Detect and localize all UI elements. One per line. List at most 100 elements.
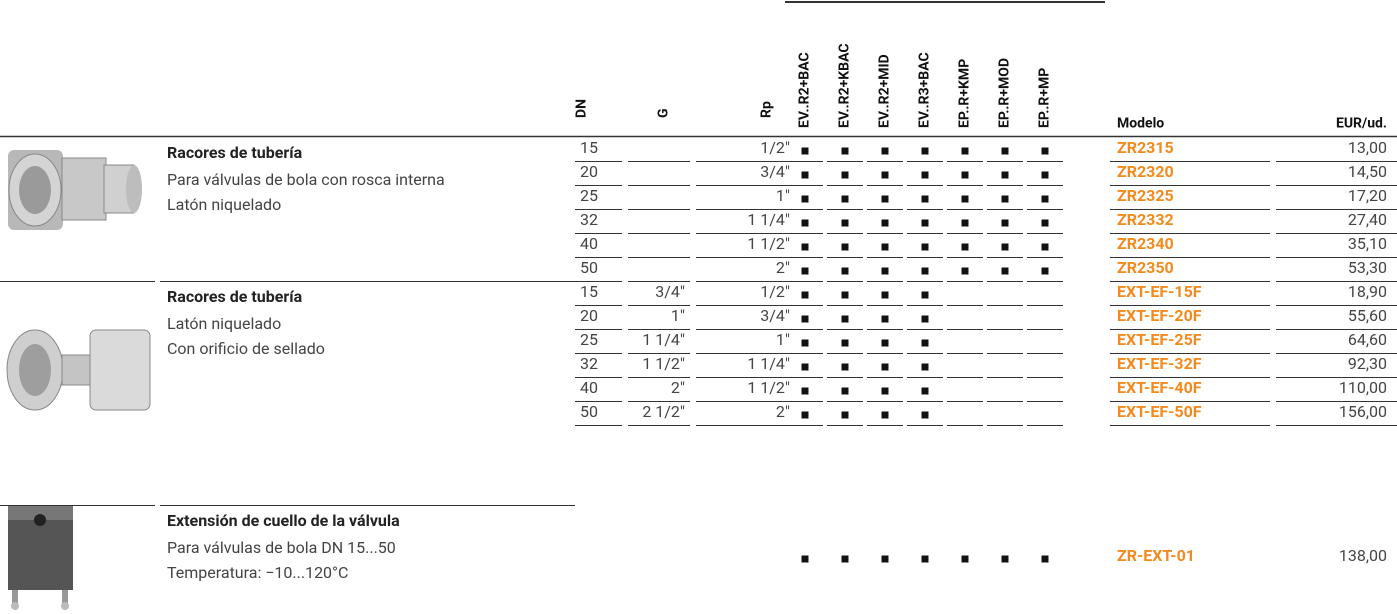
- price: 17,20: [1348, 186, 1387, 205]
- compat-mark: [841, 339, 849, 347]
- dn: 15: [580, 138, 598, 157]
- model: EXT-EF-25F: [1117, 330, 1202, 349]
- rp: 3/4": [760, 306, 790, 325]
- g: 1": [671, 306, 685, 325]
- price: 92,30: [1348, 354, 1387, 373]
- column-header: Modelo: [1117, 116, 1164, 132]
- price: 156,00: [1339, 402, 1387, 421]
- dn: 20: [580, 306, 598, 325]
- compat-mark: [841, 387, 849, 395]
- price: 64,60: [1348, 330, 1387, 349]
- price: 18,90: [1348, 282, 1387, 301]
- group-line: Para válvulas de bola DN 15...50: [167, 538, 396, 557]
- compat-mark: [801, 219, 809, 227]
- g: 2": [671, 378, 685, 397]
- price: 53,30: [1348, 258, 1387, 277]
- compat-mark: [921, 147, 929, 155]
- compat-mark: [881, 315, 889, 323]
- compat-mark: [881, 243, 889, 251]
- group-title: Racores de tubería: [167, 287, 303, 306]
- compat-mark: [841, 195, 849, 203]
- compat-mark: [841, 315, 849, 323]
- compat-mark: [921, 387, 929, 395]
- price: 35,10: [1348, 234, 1387, 253]
- compat-mark: [921, 171, 929, 179]
- compat-mark: [921, 243, 929, 251]
- compat-mark: [1001, 555, 1009, 563]
- column-header: EP..R+KMP: [957, 59, 973, 128]
- dn: 32: [580, 210, 598, 229]
- compat-mark: [801, 243, 809, 251]
- compat-mark: [801, 267, 809, 275]
- compat-mark: [1041, 171, 1049, 179]
- rp: 3/4": [760, 162, 790, 181]
- rp: 1 1/4": [747, 210, 790, 229]
- compat-mark: [881, 363, 889, 371]
- rp: 1/2": [760, 282, 790, 301]
- g: 3/4": [655, 282, 685, 301]
- compat-mark: [1041, 243, 1049, 251]
- compat-mark: [801, 339, 809, 347]
- model: ZR2320: [1117, 162, 1174, 181]
- compat-mark: [1001, 219, 1009, 227]
- compat-mark: [881, 195, 889, 203]
- compat-mark: [961, 243, 969, 251]
- column-header: EV..R2+BAC: [797, 52, 813, 128]
- column-header: EP..R+MOD: [997, 58, 1013, 128]
- price: 27,40: [1348, 210, 1387, 229]
- compat-mark: [801, 291, 809, 299]
- model: ZR2332: [1117, 210, 1174, 229]
- compat-mark: [801, 387, 809, 395]
- rp: 2": [776, 402, 790, 421]
- compat-mark: [841, 267, 849, 275]
- compat-mark: [881, 387, 889, 395]
- compat-mark: [921, 291, 929, 299]
- compat-mark: [881, 147, 889, 155]
- column-header: EV..R2+KBAC: [837, 43, 853, 128]
- rp: 1 1/2": [747, 378, 790, 397]
- compat-mark: [1041, 219, 1049, 227]
- rp: 1": [776, 186, 790, 205]
- model: EXT-EF-32F: [1117, 354, 1202, 373]
- dn: 40: [580, 378, 598, 397]
- compat-mark: [921, 555, 929, 563]
- dn: 25: [580, 330, 598, 349]
- price: 138,00: [1339, 546, 1387, 565]
- compat-mark: [921, 315, 929, 323]
- column-header: EP..R+MP: [1037, 68, 1053, 128]
- rp: 1": [776, 330, 790, 349]
- column-header: DN: [574, 99, 590, 118]
- compat-mark: [881, 555, 889, 563]
- dn: 40: [580, 234, 598, 253]
- compat-mark: [1041, 195, 1049, 203]
- dn: 32: [580, 354, 598, 373]
- g: 1 1/2": [642, 354, 685, 373]
- model: EXT-EF-50F: [1117, 402, 1202, 421]
- g: 1 1/4": [642, 330, 685, 349]
- compat-mark: [841, 171, 849, 179]
- product-image: [8, 505, 73, 610]
- rp: 1/2": [760, 138, 790, 157]
- model: EXT-EF-40F: [1117, 378, 1202, 397]
- model: EXT-EF-20F: [1117, 306, 1202, 325]
- dn: 25: [580, 186, 598, 205]
- compat-mark: [1001, 171, 1009, 179]
- price: 14,50: [1348, 162, 1387, 181]
- compat-mark: [1001, 195, 1009, 203]
- rp: 1 1/4": [747, 354, 790, 373]
- compat-mark: [841, 363, 849, 371]
- column-header: EV..R3+BAC: [917, 52, 933, 128]
- compat-mark: [881, 171, 889, 179]
- model: ZR-EXT-01: [1117, 546, 1195, 565]
- group-title: Racores de tubería: [167, 143, 303, 162]
- compat-mark: [881, 411, 889, 419]
- compat-mark: [921, 267, 929, 275]
- compat-mark: [961, 147, 969, 155]
- compat-mark: [801, 195, 809, 203]
- compat-mark: [961, 171, 969, 179]
- compat-mark: [801, 147, 809, 155]
- compat-mark: [841, 555, 849, 563]
- compat-mark: [801, 171, 809, 179]
